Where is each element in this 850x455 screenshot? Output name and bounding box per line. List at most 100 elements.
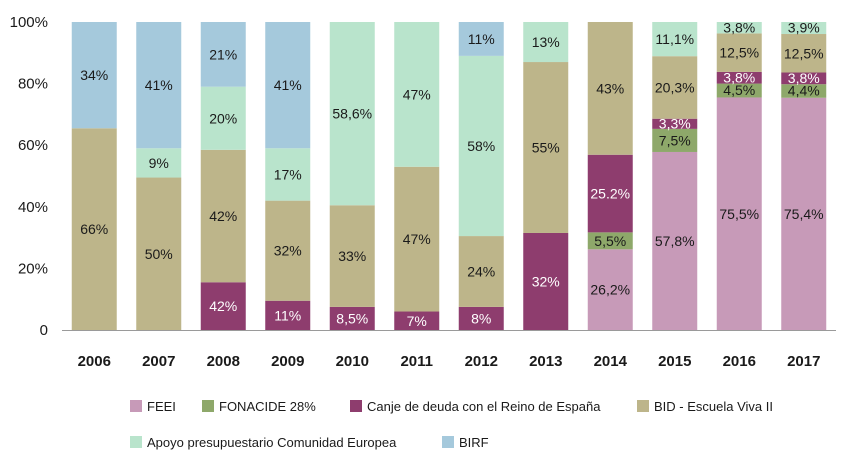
data-label: 4,4% [788,83,820,99]
x-axis: 2006 2007 2008 2009 2010 2011 2012 2013 2014 2015… [62,330,836,370]
bar-segment [136,22,182,149]
x-tick-label: 2008 [207,353,240,370]
legend-swatch [637,400,649,412]
bar-segment [523,232,569,330]
data-label: 33% [338,248,366,264]
data-label: 17% [274,167,302,183]
bar-segment [265,200,311,301]
data-label: 13% [532,34,560,50]
bar-segment [200,22,246,87]
data-label: 32% [274,243,302,259]
y-tick-label: 0 [40,322,48,339]
bar-labels-group: 66% 34% 50% 9% 41% 42% 42% 20% 21% 11% 32% 17% 41% 8,… [80,19,823,328]
bar-segment [200,282,246,330]
bar-segment [781,34,827,73]
data-label: 3,9% [788,20,820,36]
x-tick-label: 2011 [400,353,433,370]
legend-item: FEEI [130,399,176,414]
x-tick-label: 2017 [787,353,820,370]
data-label: 21% [209,46,237,62]
data-label: 75,5% [719,206,759,222]
bar-segment [652,56,698,119]
data-label: 50% [145,246,173,262]
legend-swatch [130,400,142,412]
x-tick-label: 2007 [142,353,175,370]
bar-segment [71,22,117,129]
bar-segment [458,306,504,330]
data-label: 20% [209,110,237,126]
data-label: 9% [149,155,169,171]
bar-segment [781,22,827,35]
legend-swatch [130,436,142,448]
legend-label: BID - Escuela Viva II [654,399,773,414]
bar-segment [716,22,762,34]
data-label: 58% [467,138,495,154]
bar-segment [587,154,633,233]
y-tick-label: 100% [10,14,48,31]
legend: FEEI FONACIDE 28% Canje de deuda con el Re… [130,399,773,450]
bar-segment [458,236,504,307]
x-tick-label: 2013 [529,353,562,370]
legend-swatch [202,400,214,412]
legend-item: Canje de deuda con el Reino de España [350,399,601,414]
bar-segment [716,71,762,84]
bar-segment [523,22,569,63]
data-label: 24% [467,264,495,280]
bar-segment [523,62,569,233]
data-label: 3,3% [659,115,691,131]
bar-segment [781,84,827,98]
bar-segment [716,83,762,98]
bar-segment [394,166,440,312]
data-label: 11% [468,31,495,47]
bar-segment [265,148,311,201]
x-tick-label: 2009 [271,353,304,370]
data-label: 42% [209,298,237,314]
bar-segment [394,311,440,330]
data-label: 8,5% [336,310,368,326]
legend-label: FONACIDE 28% [219,399,316,414]
y-tick-label: 20% [18,260,48,277]
x-tick-label: 2006 [78,353,111,370]
legend-item: Apoyo presupuestario Comunidad Europea [130,435,397,450]
data-label: 43% [596,80,624,96]
data-label: 11% [274,307,301,323]
data-label: 12,5% [784,45,824,61]
data-label: 57,8% [655,233,695,249]
bar-segment [200,86,246,150]
bar-segment [200,149,246,283]
x-tick-label: 2012 [465,353,498,370]
data-label: 20,3% [655,79,695,95]
bar-segment [71,128,117,330]
bar-segment [652,22,698,57]
data-label: 3,8% [723,19,755,35]
y-tick-label: 40% [18,199,48,216]
data-label: 25.2% [590,186,630,202]
bar-segment [136,177,182,330]
legend-label: BIRF [459,435,489,450]
data-label: 5,5% [594,233,626,249]
data-label: 7,5% [659,132,691,148]
data-label: 12,5% [719,45,759,61]
data-label: 58,6% [332,106,372,122]
data-label: 3,8% [788,70,820,86]
legend-item: BIRF [442,435,489,450]
legend-item: BID - Escuela Viva II [637,399,773,414]
legend-swatch [442,436,454,448]
legend-label: FEEI [147,399,176,414]
data-label: 26,2% [590,282,630,298]
data-label: 75,4% [784,206,824,222]
y-tick-label: 80% [18,76,48,93]
bar-segment [587,232,633,250]
data-label: 4,5% [723,82,755,98]
data-label: 32% [532,274,560,290]
data-label: 8% [471,310,491,326]
legend-item: FONACIDE 28% [202,399,316,414]
data-label: 41% [145,77,173,93]
data-label: 47% [403,231,431,247]
x-tick-label: 2015 [658,353,691,370]
x-tick-label: 2010 [336,353,369,370]
x-tick-label: 2014 [594,353,628,370]
bar-segment [136,148,182,178]
data-label: 66% [80,221,108,237]
